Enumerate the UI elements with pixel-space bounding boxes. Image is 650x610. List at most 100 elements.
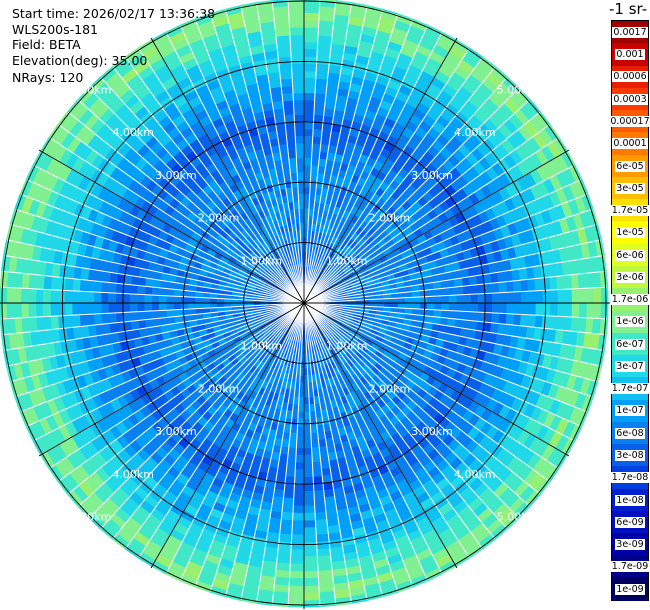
azimuth-line [303, 302, 458, 569]
ray-gap-line [303, 302, 530, 507]
ray-gap-line [33, 302, 305, 442]
ray-gap-line [78, 99, 305, 304]
range-ring-label: 4.00km [112, 126, 154, 139]
colorbar-tick-label: 0.0003 [612, 93, 648, 105]
ray-gap-line [11, 224, 305, 304]
ray-gap-line [303, 302, 588, 413]
ray-gap-line [303, 1, 337, 304]
ray-gap-line [49, 302, 305, 469]
range-ring-label: 2.00km [369, 212, 411, 225]
colorbar-tick-label: 6e-05 [615, 160, 645, 172]
range-ring-labels: 1.00km 1.00km 1.00km 1.00km 2.00km 2.00km 2.00… [70, 84, 539, 524]
ray-gap-line [303, 302, 428, 581]
range-ring-label: 5.00km [497, 511, 539, 524]
ray-gap-line [303, 302, 508, 529]
ray-gap-line [303, 224, 597, 304]
ray-gap-line [303, 302, 593, 398]
ray-gap-line [303, 111, 540, 304]
ray-gap-line [2, 302, 305, 336]
range-ring-label: 3.00km [155, 169, 197, 182]
range-ring-label: 4.00km [454, 126, 496, 139]
ray-gap-line [11, 302, 305, 382]
colorbar-segment: 0.0001 [612, 132, 648, 156]
field-text: Field: BETA [12, 37, 81, 52]
ray-gap-line [4, 302, 305, 351]
ray-gap-line [303, 164, 575, 304]
ray-gap-line [303, 0, 321, 304]
ray-gap-line [7, 239, 305, 304]
colorbar-tick-label: 1.7e-05 [610, 205, 650, 217]
colorbar-segment: 0.0017 [612, 21, 648, 44]
colorbar-segment: 1e-06 [612, 310, 648, 334]
ray-gap-line [303, 302, 496, 539]
colorbar-segment: 1e-09 [612, 577, 648, 601]
range-ring-label: 3.00km [155, 425, 197, 438]
colorbar-segment: 3e-06 [612, 265, 648, 289]
ray-gap-line [303, 302, 470, 558]
range-ring-label: 5.00km [497, 84, 539, 97]
ray-gap-line [303, 57, 483, 304]
ray-gap-line [7, 302, 305, 367]
ray-gap-line [303, 302, 582, 427]
azimuth-line [150, 37, 305, 304]
ray-gap-line [180, 25, 305, 304]
ray-gap-line [225, 10, 305, 304]
ray-gap-line [209, 14, 305, 304]
azimuth-line [303, 302, 570, 457]
ray-gap-line [303, 19, 414, 304]
azimuth-line [303, 37, 458, 304]
range-ring-label: 1.00km [241, 340, 283, 353]
ray-gap-line [303, 25, 428, 304]
colorbar-tick-label: 3e-08 [615, 450, 645, 462]
range-ring-label: 2.00km [369, 382, 411, 395]
ray-gaps [1, 0, 607, 606]
ray-gap-line [303, 302, 368, 600]
ray-gap-line [303, 99, 530, 304]
colorbar-segment: 0.00017 [609, 110, 650, 133]
range-ring-label: 1.00km [326, 254, 368, 267]
colorbar-segment: 6e-07 [612, 332, 648, 356]
ray-gap-line [303, 6, 368, 304]
colorbar-tick-label: 1e-07 [615, 405, 645, 417]
ppi-scan-plot: 1.00km 1.00km 1.00km 1.00km 2.00km 2.00km 2.00… [0, 0, 610, 609]
colorbar-tick-label: 1.7e-09 [610, 561, 650, 573]
azimuth-line [38, 302, 305, 457]
ray-gap-line [20, 193, 305, 304]
colorbar-segment: 6e-09 [612, 510, 648, 534]
colorbar-segment: 1e-08 [612, 488, 648, 512]
colorbar-tick-label: 1e-08 [615, 494, 645, 506]
ray-gap-line [240, 6, 305, 304]
colorbar-segment: 3e-07 [612, 355, 648, 378]
ray-gap-line [256, 302, 305, 603]
range-ring-label: 3.00km [411, 169, 453, 182]
colorbar-tick-label: 3e-06 [615, 271, 645, 283]
range-ring-label: 1.00km [241, 254, 283, 267]
ray-gap-line [125, 302, 305, 549]
ray-gap-line [303, 302, 383, 596]
colorbar-segment: 0.001 [612, 43, 648, 67]
range-ring-label: 5.00km [70, 84, 112, 97]
ray-gap-line [15, 208, 305, 304]
azimuth-line [38, 149, 305, 304]
start-time-text: Start time: 2026/02/17 13:36:38 [12, 6, 216, 21]
colorbar-tick-label: 3e-05 [615, 182, 645, 194]
ray-gap-line [33, 164, 305, 304]
colorbar-segment: 0.0003 [612, 87, 648, 111]
ray-gap-line [303, 14, 399, 304]
colorbar-tick-label: 1.7e-08 [610, 472, 650, 484]
colorbar-segment: 1.7e-07 [610, 377, 650, 401]
ray-gap-line [303, 208, 593, 304]
ray-gap-line [125, 57, 305, 304]
ray-gap-line [303, 302, 321, 606]
ray-gap-line [303, 77, 508, 304]
ray-gap-line [209, 302, 305, 592]
ray-gap-line [138, 302, 305, 558]
colorbar-tick-label: 1e-06 [615, 316, 645, 328]
colorbar-segment: 1e-07 [612, 399, 648, 423]
ray-gap-line [100, 77, 305, 304]
range-ring-label: 5.00km [70, 511, 112, 524]
ray-gap-line [303, 302, 414, 587]
ray-gap-line [26, 302, 305, 427]
ray-gap-line [26, 179, 305, 304]
ray-gap-line [68, 302, 305, 495]
